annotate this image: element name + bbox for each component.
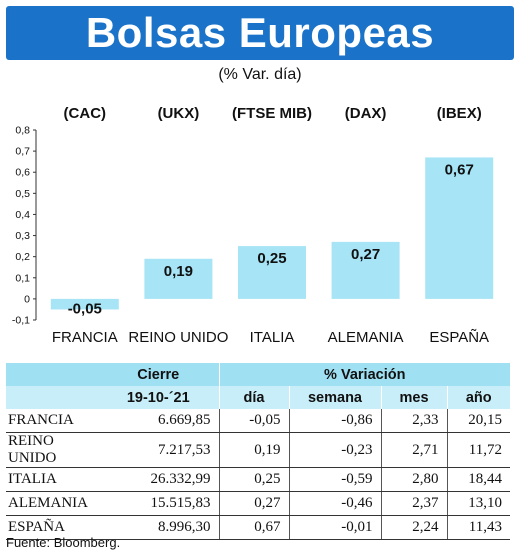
row-country: FRANCIA xyxy=(6,409,98,433)
y-tick-label: 0,3 xyxy=(15,230,30,242)
table-row: ALEMANIA 15.515,83 0,27 -0,46 2,37 13,10 xyxy=(6,491,510,516)
row-ano: 13,10 xyxy=(446,491,510,516)
table-row: FRANCIA 6.669,85 -0,05 -0,86 2,33 20,15 xyxy=(6,409,510,433)
source-note: Fuente: Bloomberg. xyxy=(6,535,121,550)
category-label: REINO UNIDO xyxy=(128,329,228,346)
category-label: ALEMANIA xyxy=(328,329,404,346)
row-cierre: 8.996,30 xyxy=(98,515,219,540)
bar-value-label: 0,19 xyxy=(164,263,193,280)
row-ano: 11,72 xyxy=(446,432,510,468)
row-mes: 2,80 xyxy=(380,467,447,492)
row-mes: 2,71 xyxy=(380,432,447,468)
chart-subtitle: (% Var. día) xyxy=(218,66,302,83)
y-tick-label: 0,8 xyxy=(15,125,30,137)
index-label: (UKX) xyxy=(158,105,200,122)
bar-chart: -0,1 0 0,1 0,2 0,3 0,4 0,5 0,6 0,7 0,8 -0,05 (CAC) F… xyxy=(12,105,494,346)
table-row: REINO UNIDO 7.217,53 0,19 -0,23 2,71 11,… xyxy=(6,432,510,468)
y-tick-label: 0,1 xyxy=(15,272,30,284)
header-fecha: 19-10-´21 xyxy=(98,386,219,409)
bar xyxy=(144,258,213,299)
row-semana: -0,46 xyxy=(288,491,381,516)
bar xyxy=(50,298,119,310)
header-cierre: Cierre xyxy=(98,363,219,386)
index-label: (DAX) xyxy=(345,105,387,122)
row-dia: 0,19 xyxy=(218,432,289,468)
y-tick-label: 0,5 xyxy=(15,188,30,200)
row-cierre: 26.332,99 xyxy=(98,467,219,492)
header-semana: semana xyxy=(288,386,381,409)
bar-value-label: -0,05 xyxy=(68,300,102,317)
bar-value-label: 0,67 xyxy=(445,161,474,178)
table-row: ESPAÑA 8.996,30 0,67 -0,01 2,24 11,43 xyxy=(6,515,510,540)
bar xyxy=(425,157,494,299)
bar-value-label: 0,25 xyxy=(257,250,286,267)
row-country: ESPAÑA xyxy=(6,515,98,540)
header-variacion: % Variación xyxy=(218,363,510,386)
category-label: FRANCIA xyxy=(52,329,118,346)
y-tick-label: -0,1 xyxy=(12,315,30,327)
header-ano: año xyxy=(446,386,510,409)
row-mes: 2,37 xyxy=(380,491,447,516)
row-country: ITALIA xyxy=(6,467,98,492)
table-row: ITALIA 26.332,99 0,25 -0,59 2,80 18,44 xyxy=(6,467,510,492)
y-tick-label: 0,6 xyxy=(15,167,30,179)
row-semana: -0,59 xyxy=(288,467,381,492)
y-tick-label: 0,4 xyxy=(15,209,30,221)
bar xyxy=(331,241,400,299)
row-dia: 0,67 xyxy=(218,515,289,540)
category-label: ITALIA xyxy=(250,329,295,346)
row-cierre: 15.515,83 xyxy=(98,491,219,516)
bar xyxy=(238,246,306,299)
row-semana: -0,86 xyxy=(288,409,381,433)
category-label: ESPAÑA xyxy=(429,329,489,346)
page-title: Bolsas Europeas xyxy=(85,9,435,56)
row-mes: 2,24 xyxy=(380,515,447,540)
row-mes: 2,33 xyxy=(380,409,447,433)
row-semana: -0,01 xyxy=(288,515,381,540)
index-label: (FTSE MIB) xyxy=(232,105,312,122)
row-cierre: 7.217,53 xyxy=(98,432,219,468)
y-tick-label: 0,2 xyxy=(15,251,30,263)
index-label: (CAC) xyxy=(64,105,107,122)
title-banner: Bolsas Europeas xyxy=(6,6,514,60)
row-country: ALEMANIA xyxy=(6,491,98,516)
row-country: REINO UNIDO xyxy=(6,432,98,468)
header-mes: mes xyxy=(380,386,447,409)
row-dia: 0,25 xyxy=(218,467,289,492)
bar-value-label: 0,27 xyxy=(351,246,380,263)
row-dia: -0,05 xyxy=(218,409,289,433)
row-dia: 0,27 xyxy=(218,491,289,516)
index-label: (IBEX) xyxy=(437,105,482,122)
header-dia: día xyxy=(218,386,289,409)
market-table: Cierre % Variación 19-10-´21 día semana … xyxy=(6,363,510,540)
y-tick-label: 0,7 xyxy=(15,146,30,158)
y-tick-label: 0 xyxy=(24,293,30,305)
row-semana: -0,23 xyxy=(288,432,381,468)
row-ano: 11,43 xyxy=(446,515,510,540)
row-ano: 18,44 xyxy=(446,467,510,492)
row-cierre: 6.669,85 xyxy=(98,409,219,433)
row-ano: 20,15 xyxy=(446,409,510,433)
